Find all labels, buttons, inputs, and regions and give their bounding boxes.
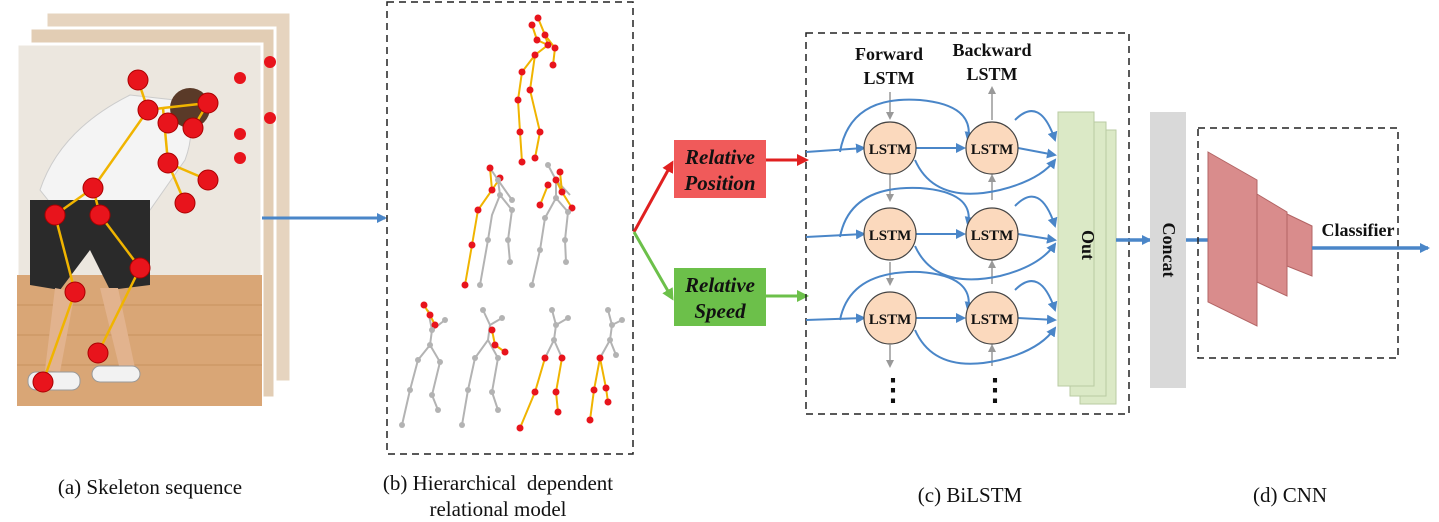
svg-text:LSTM: LSTM bbox=[869, 142, 912, 158]
lstm-backward-1: LSTM bbox=[965, 121, 1019, 175]
level-1-skeleton bbox=[514, 14, 559, 166]
cnn-layer-2 bbox=[1256, 193, 1288, 297]
svg-text:LSTM: LSTM bbox=[971, 142, 1014, 158]
arrow-to-relative-speed bbox=[632, 231, 674, 301]
lstm-backward-3: LSTM bbox=[965, 291, 1019, 345]
lstm-cells: LSTM LSTM LSTM LSTM LSTM LSTM bbox=[863, 121, 1019, 345]
skeleton-sequence-frames bbox=[15, 10, 293, 408]
out-label: Out bbox=[1078, 230, 1098, 260]
classifier-label: Classifier bbox=[1322, 220, 1395, 240]
relative-position-label-line1: Relative bbox=[684, 145, 755, 169]
forward-lstm-label-line1: Forward bbox=[855, 44, 923, 64]
backward-lstm-label-line2: LSTM bbox=[966, 64, 1017, 84]
cnn-layer-3 bbox=[1286, 213, 1313, 277]
relative-speed-label-line1: Relative bbox=[684, 273, 755, 297]
level-3-skeleton-2 bbox=[459, 307, 509, 428]
caption-b-line2: relational model bbox=[429, 497, 567, 521]
level-3-skeleton-1 bbox=[399, 301, 448, 428]
forward-lstm-label-line2: LSTM bbox=[863, 68, 914, 88]
caption-b-line1: (b) Hierarchical dependent bbox=[382, 471, 614, 495]
svg-text:LSTM: LSTM bbox=[971, 228, 1014, 244]
concat-label: Concat bbox=[1159, 223, 1179, 278]
cnn-layers bbox=[1207, 151, 1313, 327]
vertical-connectors bbox=[886, 86, 996, 368]
lstm-forward-3: LSTM bbox=[863, 291, 917, 345]
player-shoe-right bbox=[91, 365, 141, 383]
lstm-backward-2: LSTM bbox=[965, 207, 1019, 261]
relative-speed-label-line2: Speed bbox=[694, 299, 746, 323]
cnn-layer-1 bbox=[1207, 151, 1258, 327]
lstm-forward-2: LSTM bbox=[863, 207, 917, 261]
backward-ellipsis: ⋮ bbox=[980, 374, 1010, 407]
level-3-skeleton-3 bbox=[516, 307, 571, 432]
cnn-frame bbox=[1197, 127, 1399, 359]
lstm-forward-1: LSTM bbox=[863, 121, 917, 175]
caption-cnn: (d) CNN bbox=[1252, 483, 1328, 507]
bilstm-frame bbox=[805, 32, 1130, 415]
caption-bilstm: (c) BiLSTM bbox=[917, 483, 1023, 507]
caption-hierarchical-model: (b) Hierarchical dependent relational mo… bbox=[348, 470, 648, 522]
caption-skeleton-sequence: (a) Skeleton sequence bbox=[57, 475, 243, 499]
hierarchical-model-frame bbox=[386, 1, 634, 455]
concat-block: Concat bbox=[1150, 112, 1186, 388]
relative-position-label-line2: Position bbox=[683, 171, 755, 195]
backward-lstm-label-line1: Backward bbox=[952, 40, 1031, 60]
level-3-skeleton-4 bbox=[586, 307, 625, 424]
svg-text:LSTM: LSTM bbox=[869, 228, 912, 244]
relative-speed-box: Relative Speed bbox=[674, 268, 766, 326]
relative-position-box: Relative Position bbox=[674, 140, 766, 198]
level-2-skeleton-right bbox=[529, 162, 576, 288]
front-skeleton bbox=[32, 56, 276, 393]
svg-text:LSTM: LSTM bbox=[971, 312, 1014, 328]
bilstm-flows bbox=[805, 98, 1058, 365]
forward-ellipsis: ⋮ bbox=[878, 374, 908, 407]
player-legs bbox=[45, 288, 135, 372]
arrow-to-relative-position bbox=[632, 160, 674, 233]
level-2-skeleton-left bbox=[461, 164, 515, 289]
out-block: Out bbox=[1057, 111, 1117, 405]
svg-text:LSTM: LSTM bbox=[869, 312, 912, 328]
